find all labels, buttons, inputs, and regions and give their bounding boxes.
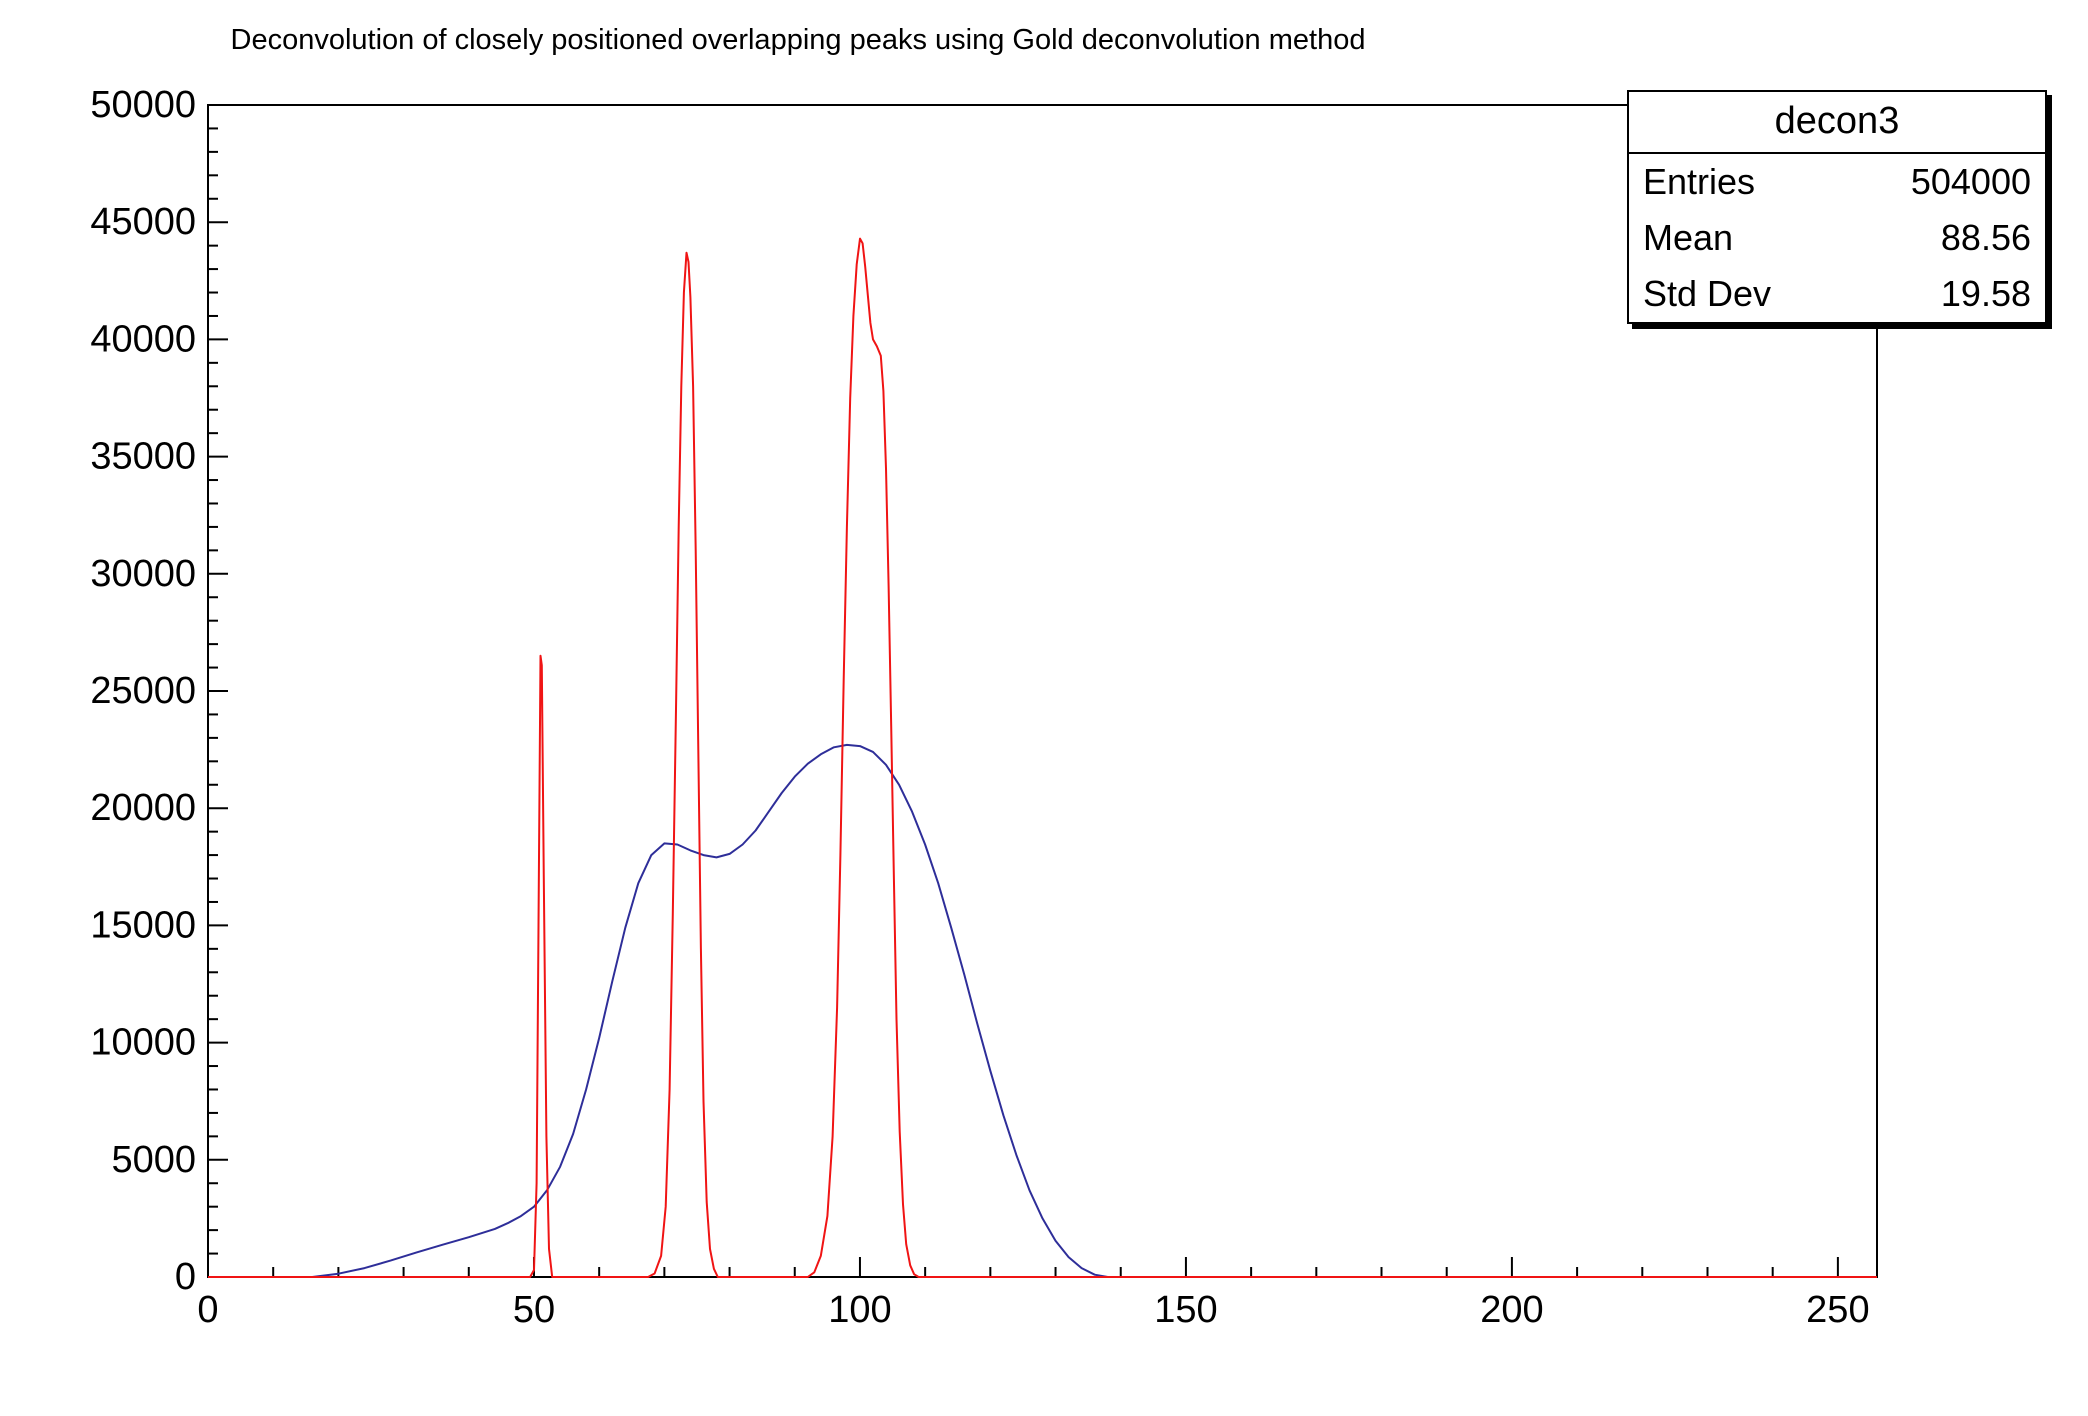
x-tick-label: 200 [1480,1289,1543,1331]
stats-value-entries: 504000 [1910,161,2031,202]
stats-box-title: decon3 [1629,92,2045,154]
y-tick-label: 20000 [90,787,196,829]
y-tick-label: 5000 [111,1139,196,1181]
x-tick-label: 100 [828,1289,891,1331]
y-tick-label: 15000 [90,904,196,946]
x-tick-label: 150 [1154,1289,1217,1331]
source-spectrum-line [312,743,1108,1278]
y-tick-label: 50000 [90,84,196,126]
chart-title: Deconvolution of closely positioned over… [230,24,1366,56]
y-tick-label: 45000 [90,201,196,243]
deconvolved-spectrum-line [208,237,1877,1278]
x-tick-label: 50 [513,1289,555,1331]
y-tick-label: 10000 [90,1022,196,1064]
x-tick-label: 0 [197,1289,218,1331]
stats-label-stddev: Std Dev [1643,273,1772,314]
stats-row-stddev: Std Dev 19.58 [1629,266,2045,322]
stats-row-mean: Mean 88.56 [1629,210,2045,266]
y-tick-label: 35000 [90,436,196,478]
y-tick-label: 0 [175,1256,196,1298]
stats-row-entries: Entries 504000 [1629,154,2045,210]
stats-label-entries: Entries [1643,161,1756,202]
stats-value-mean: 88.56 [1940,217,2031,258]
y-tick-label: 40000 [90,318,196,360]
y-tick-label: 25000 [90,670,196,712]
stats-box: decon3 Entries 504000 Mean 88.56 Std Dev… [1627,90,2047,324]
y-tick-label: 30000 [90,553,196,595]
stats-value-stddev: 19.58 [1940,273,2031,314]
x-tick-label: 250 [1806,1289,1869,1331]
stats-label-mean: Mean [1643,217,1734,258]
